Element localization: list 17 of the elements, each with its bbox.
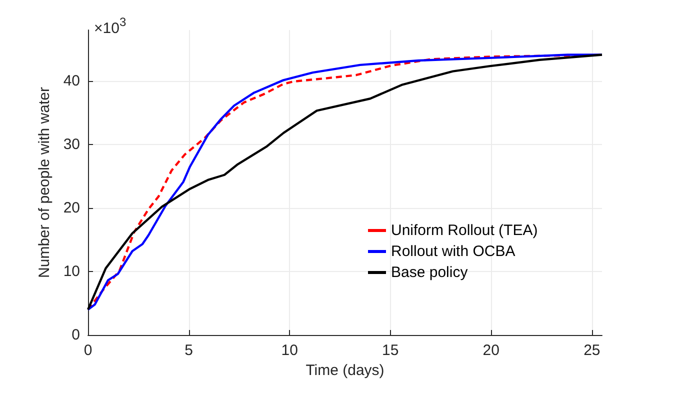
x-tick-label: 0 <box>84 342 92 359</box>
x-tick-label: 25 <box>584 342 600 359</box>
legend-label: Rollout with OCBA <box>391 243 516 260</box>
y-tick-label: 40 <box>63 72 80 90</box>
y-axis-title: Number of people with water <box>36 87 53 278</box>
x-tick-label: 20 <box>482 342 500 359</box>
legend-label: Base policy <box>391 264 468 281</box>
y-tick-label: 10 <box>63 262 80 280</box>
y-tick-label: 20 <box>63 199 80 216</box>
legend-label: Uniform Rollout (TEA) <box>391 222 538 239</box>
x-tick-label: 10 <box>281 342 298 359</box>
y-tick-label: 0 <box>72 326 80 344</box>
x-tick-label: 5 <box>184 342 193 359</box>
x-tick-label: 15 <box>382 342 399 359</box>
y-tick-label: 30 <box>63 136 80 153</box>
line-series <box>86 54 604 311</box>
x-axis-title: Time (days) <box>306 362 384 379</box>
